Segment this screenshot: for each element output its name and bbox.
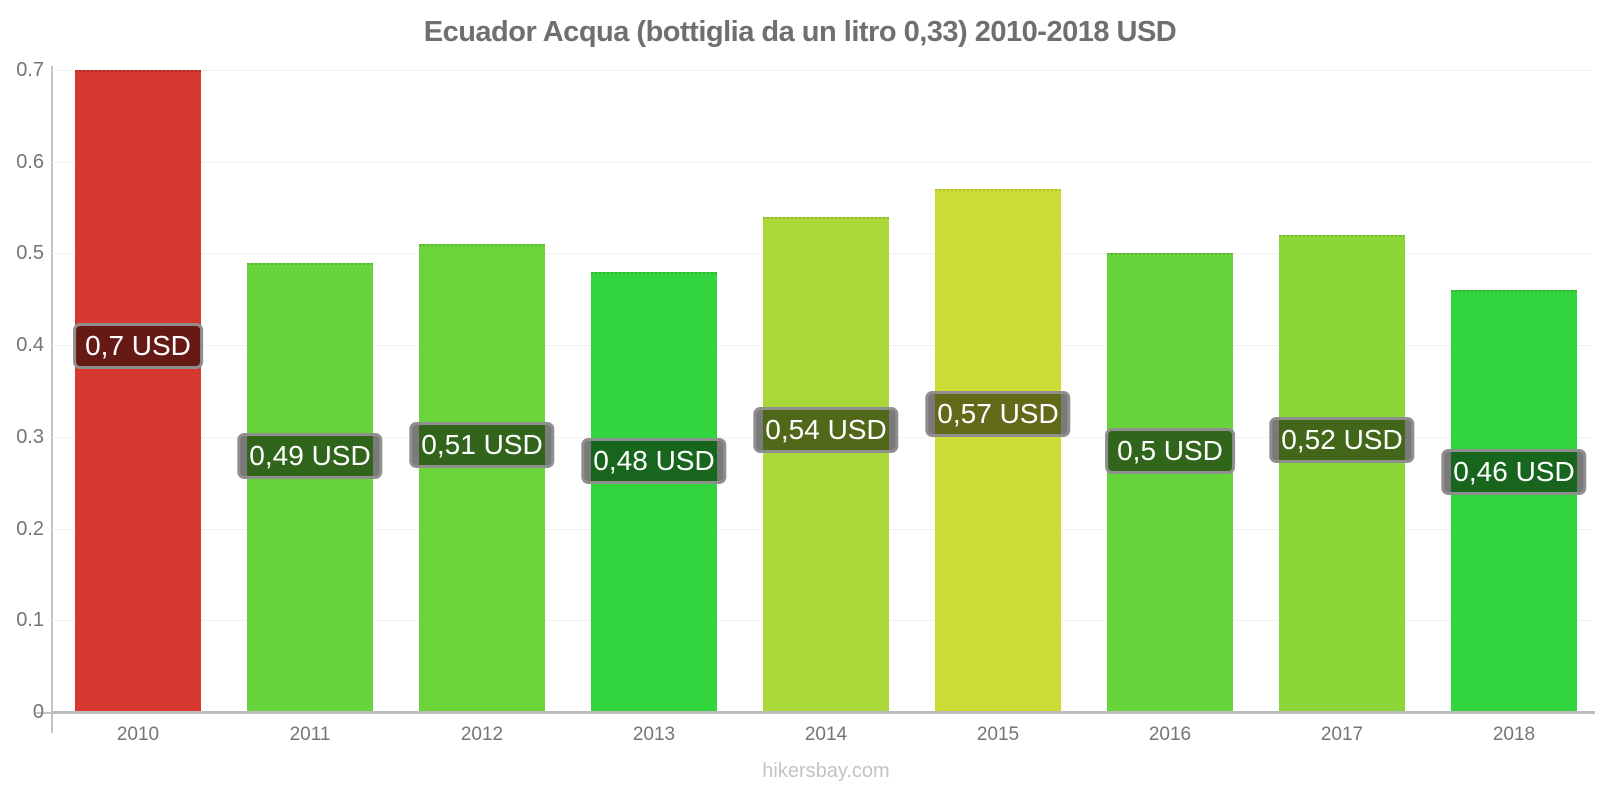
y-axis-tick-label: 0.5 [16,242,44,265]
bar-value-label-2012: 0,51 USD [409,422,555,469]
x-axis-tick-label-2016: 2016 [1148,724,1192,745]
x-axis-tick-label-2012: 2012 [460,724,504,745]
bar-value-label-2014: 0,54 USD [753,406,899,453]
y-axis-tick-label: 0 [32,701,44,723]
y-axis-tick-label: 0.4 [16,334,44,357]
bar-value-label-2010: 0,7 USD [73,323,203,370]
bar-value-label-2016: 0,5 USD [1105,427,1235,474]
gridline-0.7 [52,70,1592,71]
bar-2018 [1451,290,1577,714]
bar-2017 [1279,235,1405,714]
y-axis-tick-label: 0.1 [16,609,44,632]
bar-2013 [591,271,717,714]
x-axis-line [51,711,1595,714]
bar-2016 [1107,253,1233,714]
gridline-0.6 [52,161,1592,163]
bar-2014 [763,216,889,714]
bar-2012 [419,244,545,714]
x-axis-tick-label-2018: 2018 [1492,724,1536,745]
bar-value-label-2013: 0,48 USD [581,438,727,485]
chart-title: Ecuador Acqua (bottiglia da un litro 0,3… [423,16,1177,48]
y-axis-tick-label: 0.2 [16,517,44,540]
x-axis-tick-label-2011: 2011 [289,724,331,745]
bar-value-label-2018: 0,46 USD [1441,448,1587,495]
y-axis-tick-label: 0.7 [16,59,44,81]
bar-value-label-2015: 0,57 USD [925,391,1071,438]
y-axis-tick-label: 0.6 [16,150,44,173]
x-axis-tick-label-2015: 2015 [976,724,1020,745]
x-axis-tick-label-2014: 2014 [804,724,848,745]
watermark-text: hikersbay.com [762,760,890,782]
bar-2010 [75,70,201,714]
x-axis-tick-label-2013: 2013 [632,724,676,745]
bar-value-label-2011: 0,49 USD [237,432,383,479]
bar-2015 [935,189,1061,714]
bar-value-label-2017: 0,52 USD [1269,417,1415,464]
bar-2011 [247,262,373,714]
y-axis-tick-label: 0.3 [16,425,44,448]
y-axis-line [51,66,53,733]
x-axis-tick-label-2010: 2010 [116,724,160,745]
x-axis-tick-label-2017: 2017 [1320,724,1364,745]
zero-tick-mark [36,712,52,714]
